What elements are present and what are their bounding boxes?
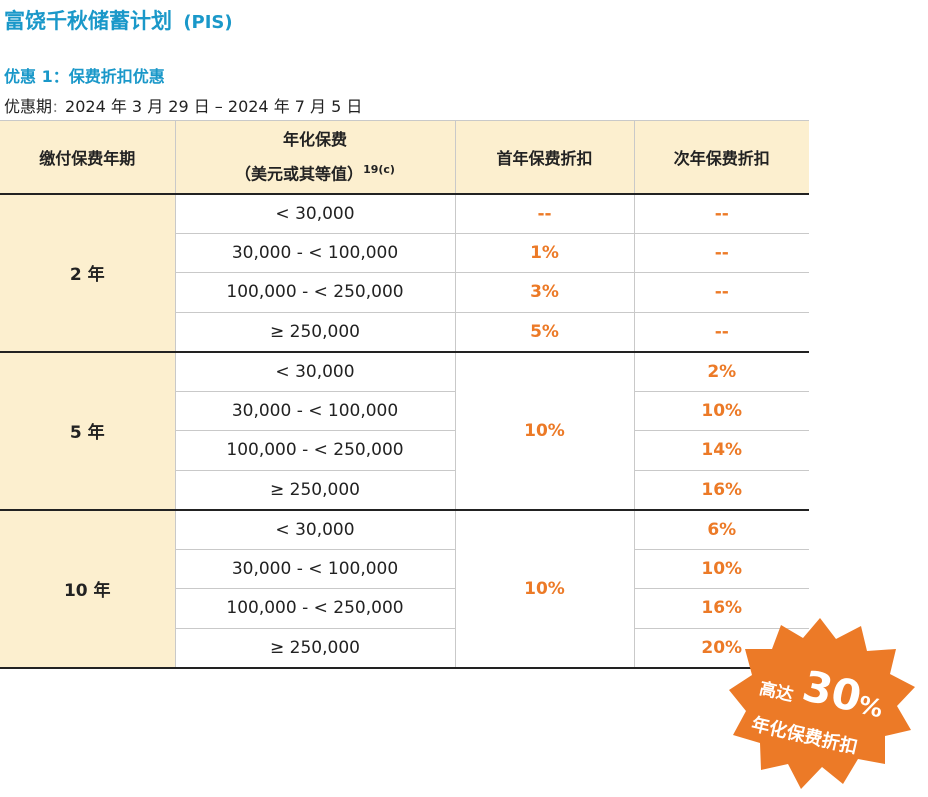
second-year-cell: 10% [633, 549, 809, 589]
second-year-cell: 10% [633, 391, 809, 431]
premium-cell: 100,000 - < 250,000 [174, 430, 455, 471]
term-cell: 10 年 [0, 509, 175, 669]
offer-period-separator: ： [52, 101, 66, 116]
second-year-cell: 16% [633, 588, 809, 629]
first-year-cell: 10% [454, 509, 634, 669]
header-second-year: 次年保费折扣 [633, 120, 809, 195]
header-premium: 年化保费 （美元或其等值）19(c) [174, 120, 455, 195]
table-row: 2 年 < 30,000 -- -- [0, 193, 809, 353]
first-year-cell: 3% [454, 272, 634, 313]
premium-cell: < 30,000 [174, 193, 455, 234]
table-row: 100,000 - < 250,000 3% -- [0, 272, 809, 313]
second-year-cell: 14% [633, 430, 809, 471]
offer-period-label: 优惠期 [4, 97, 53, 116]
first-year-cell: 10% [454, 351, 634, 511]
second-year-cell: 16% [633, 470, 809, 511]
premium-cell: 30,000 - < 100,000 [174, 233, 455, 273]
term-cell: 5 年 [0, 351, 175, 511]
premium-cell: ≥ 250,000 [174, 312, 455, 353]
second-year-cell: -- [633, 193, 809, 234]
table-row: 30,000 - < 100,000 10% [0, 549, 809, 589]
table-row: ≥ 250,000 16% [0, 470, 809, 511]
table-row: 100,000 - < 250,000 14% [0, 430, 809, 471]
header-premium-line1: 年化保费 [282, 129, 347, 149]
starburst-shape [729, 618, 915, 789]
second-year-cell: 2% [633, 351, 809, 392]
discount-badge: 高达 30% 年化保费折扣 [725, 618, 915, 793]
premium-cell: 30,000 - < 100,000 [174, 549, 455, 589]
table-row: 100,000 - < 250,000 16% [0, 588, 809, 629]
table-header-row: 缴付保费年期 年化保费 （美元或其等值）19(c) 首年保费折扣 次年保费折扣 [0, 120, 809, 195]
table-row: 30,000 - < 100,000 1% -- [0, 233, 809, 273]
first-year-cell: 1% [454, 233, 634, 273]
table-row: 30,000 - < 100,000 10% [0, 391, 809, 431]
second-year-cell: 6% [633, 509, 809, 550]
offer-title: 优惠 1：保费折扣优惠 [4, 67, 165, 86]
table-row: 5 年 < 30,000 10% 2% [0, 351, 809, 511]
header-term: 缴付保费年期 [0, 120, 175, 195]
premium-cell: < 30,000 [174, 351, 455, 392]
header-first-year: 首年保费折扣 [454, 120, 634, 195]
plan-name: 富饶千秋储蓄计划 [4, 9, 172, 33]
premium-cell: 100,000 - < 250,000 [174, 588, 455, 629]
offer-period: 优惠期：2024 年 3 月 29 日 – 2024 年 7 月 5 日 [4, 93, 362, 117]
term-cell: 2 年 [0, 193, 175, 353]
plan-code: (PIS) [183, 12, 233, 33]
second-year-cell: -- [633, 272, 809, 313]
premium-cell: < 30,000 [174, 509, 455, 550]
header-premium-line2: （美元或其等值）19(c) [176, 155, 455, 189]
first-year-cell: 5% [454, 312, 634, 353]
discount-table: 缴付保费年期 年化保费 （美元或其等值）19(c) 首年保费折扣 次年保费折扣 … [0, 120, 809, 669]
premium-cell: ≥ 250,000 [174, 628, 455, 669]
header-premium-currency: （美元或其等值） [235, 163, 364, 183]
premium-cell: 100,000 - < 250,000 [174, 272, 455, 313]
table-row: 10 年 < 30,000 10% 6% [0, 509, 809, 669]
premium-cell: 30,000 - < 100,000 [174, 391, 455, 431]
second-year-cell: -- [633, 312, 809, 353]
premium-cell: ≥ 250,000 [174, 470, 455, 511]
table-row: ≥ 250,000 5% -- [0, 312, 809, 353]
second-year-cell: -- [633, 233, 809, 273]
starburst-polygon [729, 618, 915, 789]
offer-period-value: 2024 年 3 月 29 日 – 2024 年 7 月 5 日 [65, 97, 363, 116]
footnote-ref: 19(c) [363, 162, 395, 176]
page-title: 富饶千秋储蓄计划 (PIS) [4, 5, 233, 35]
first-year-cell: -- [454, 193, 634, 234]
